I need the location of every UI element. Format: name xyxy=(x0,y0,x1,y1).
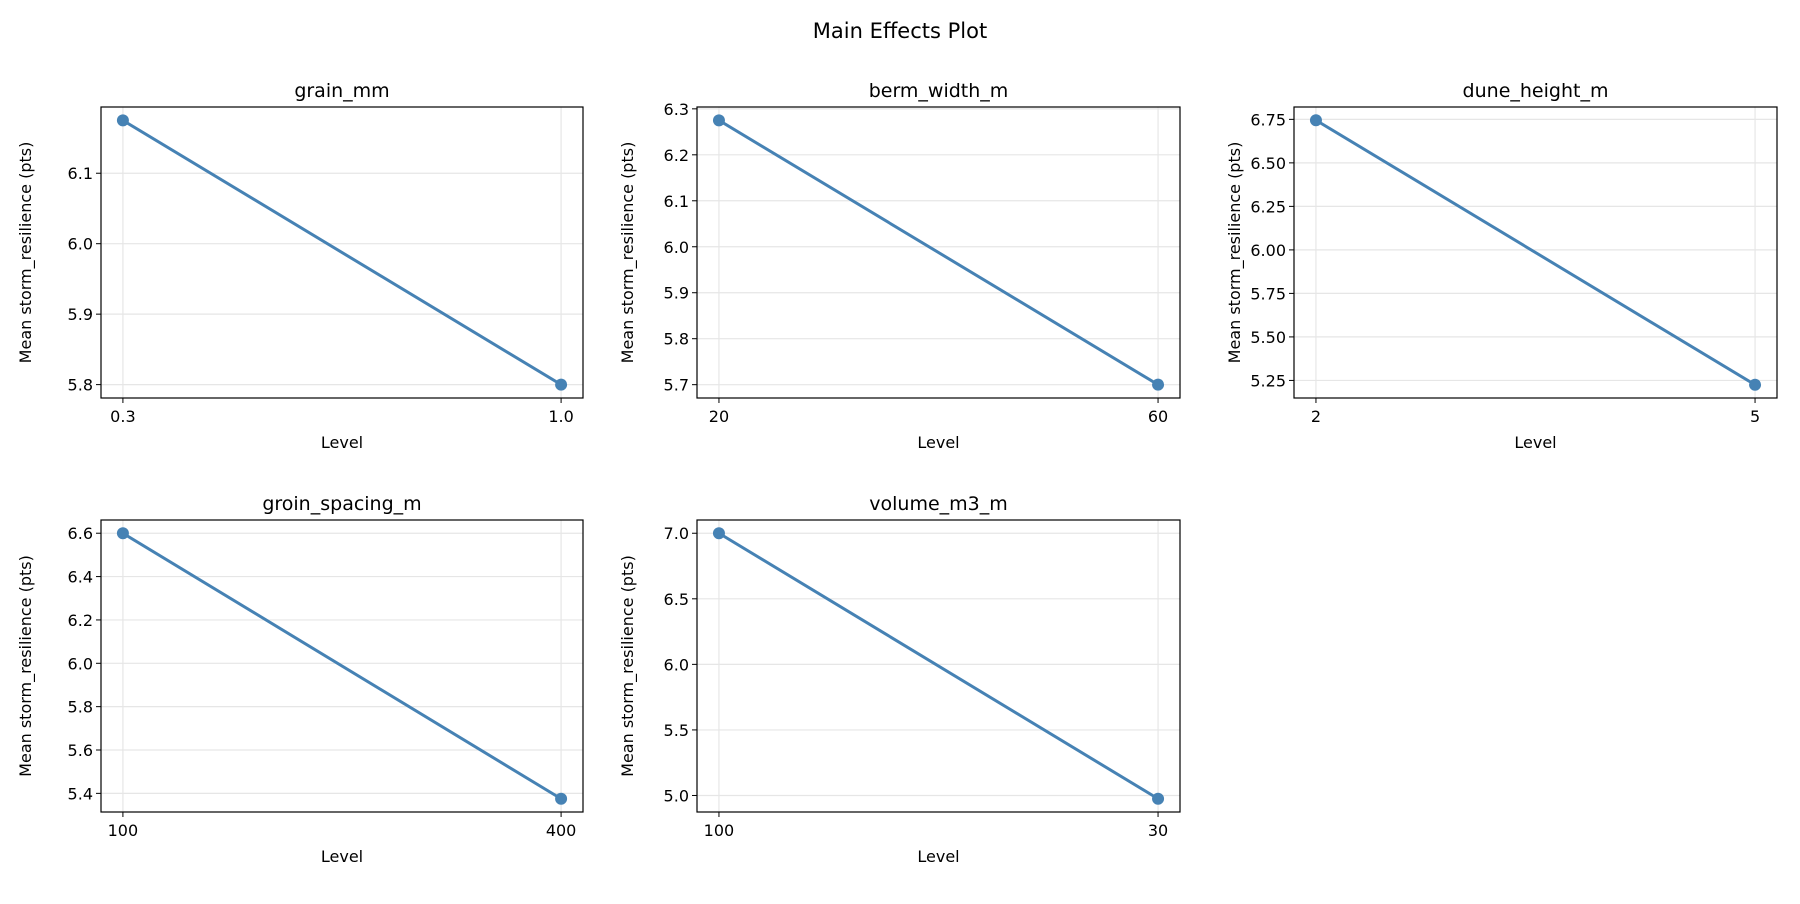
y-tick-label: 6.0 xyxy=(664,655,689,674)
data-point xyxy=(1152,378,1165,391)
x-tick-label: 5 xyxy=(1750,407,1760,426)
x-axis-label: Level xyxy=(321,433,363,452)
y-tick-label: 6.0 xyxy=(68,654,93,673)
y-tick-label: 6.75 xyxy=(1250,110,1286,129)
x-axis-label: Level xyxy=(1514,433,1556,452)
x-axis-label: Level xyxy=(917,433,959,452)
axes-frame xyxy=(100,106,584,399)
x-tick-label: 0.3 xyxy=(110,407,135,426)
data-point xyxy=(1749,378,1762,391)
y-axis-label: Mean storm_resilience (pts) xyxy=(16,142,36,364)
x-axis-label: Level xyxy=(917,847,959,866)
y-tick-label: 5.8 xyxy=(68,376,93,395)
y-tick-label: 5.6 xyxy=(68,741,93,760)
x-tick-label: 60 xyxy=(1148,407,1168,426)
y-tick-label: 6.25 xyxy=(1250,197,1286,216)
x-tick-label: 2 xyxy=(1311,407,1321,426)
subplot-volume_m3_m: 5.0 5.5 6.0 6.5 7.0 100 30 volume_m3_m Level Mean… xyxy=(618,493,1181,866)
axes-frame xyxy=(1293,106,1778,399)
y-axis-label: Mean storm_resilience (pts) xyxy=(618,555,638,777)
y-tick-label: 6.6 xyxy=(68,524,93,543)
series-line xyxy=(718,119,1159,386)
subplot-title: groin_spacing_m xyxy=(262,493,421,515)
x-tick-label: 100 xyxy=(108,821,139,840)
subplot-dune_height_m: 5.25 5.50 5.75 6.00 6.25 6.50 6.75 2 5 dune_heigh… xyxy=(1225,80,1778,452)
y-tick-label: 5.8 xyxy=(68,698,93,717)
subplot-title: volume_m3_m xyxy=(869,493,1008,515)
y-tick-label: 6.1 xyxy=(664,192,689,211)
y-tick-label: 5.8 xyxy=(664,330,689,349)
y-tick-label: 5.5 xyxy=(664,721,689,740)
axes-frame xyxy=(696,519,1181,813)
y-tick-label: 6.5 xyxy=(664,590,689,609)
axes-frame xyxy=(100,519,584,813)
y-tick-label: 6.0 xyxy=(664,238,689,257)
y-tick-label: 5.9 xyxy=(68,305,93,324)
subplot-title: berm_width_m xyxy=(869,80,1009,102)
x-tick-label: 1.0 xyxy=(548,407,573,426)
data-point xyxy=(555,378,568,391)
y-tick-label: 6.50 xyxy=(1250,154,1286,173)
subplot-title: dune_height_m xyxy=(1463,80,1609,102)
y-tick-label: 6.3 xyxy=(664,100,689,119)
y-tick-label: 5.0 xyxy=(664,786,689,805)
subplot-grain_mm: 5.8 5.9 6.0 6.1 0.3 1.0 grain_mm Level Mean stor… xyxy=(16,80,584,452)
y-tick-label: 6.00 xyxy=(1250,241,1286,260)
data-point xyxy=(555,792,568,805)
series-line xyxy=(122,119,562,386)
data-point xyxy=(116,114,129,127)
subplot-groin_spacing_m: 5.4 5.6 5.8 6.0 6.2 6.4 6.6 100 400 groin_spacing… xyxy=(16,493,584,866)
y-tick-label: 6.2 xyxy=(664,146,689,165)
y-axis-label: Mean storm_resilience (pts) xyxy=(618,142,638,364)
y-tick-label: 5.9 xyxy=(664,284,689,303)
series-line xyxy=(122,531,562,801)
data-point xyxy=(1309,114,1322,127)
data-point xyxy=(116,527,129,540)
x-tick-label: 20 xyxy=(709,407,729,426)
series-line xyxy=(718,531,1159,801)
data-point xyxy=(712,527,725,540)
y-axis-label: Mean storm_resilience (pts) xyxy=(16,555,36,777)
y-tick-label: 7.0 xyxy=(664,524,689,543)
y-tick-label: 6.0 xyxy=(68,235,93,254)
y-axis-label: Mean storm_resilience (pts) xyxy=(1225,142,1245,364)
axes-frame xyxy=(696,106,1181,399)
y-tick-label: 6.2 xyxy=(68,611,93,630)
x-tick-label: 400 xyxy=(546,821,577,840)
data-point xyxy=(1152,792,1165,805)
subplot-title: grain_mm xyxy=(294,80,389,102)
x-tick-label: 100 xyxy=(704,821,735,840)
y-tick-label: 5.50 xyxy=(1250,328,1286,347)
y-tick-label: 6.4 xyxy=(68,568,93,587)
y-tick-label: 5.4 xyxy=(68,784,93,803)
figure-title: Main Effects Plot xyxy=(813,19,987,43)
series-line xyxy=(1315,118,1756,387)
data-point xyxy=(712,114,725,127)
x-axis-label: Level xyxy=(321,847,363,866)
subplot-berm_width_m: 5.7 5.8 5.9 6.0 6.1 6.2 6.3 20 60 berm_width_m Lev… xyxy=(618,80,1181,452)
x-tick-label: 30 xyxy=(1148,821,1168,840)
y-tick-label: 6.1 xyxy=(68,164,93,183)
y-tick-label: 5.7 xyxy=(664,376,689,395)
y-tick-label: 5.25 xyxy=(1250,371,1286,390)
y-tick-label: 5.75 xyxy=(1250,284,1286,303)
